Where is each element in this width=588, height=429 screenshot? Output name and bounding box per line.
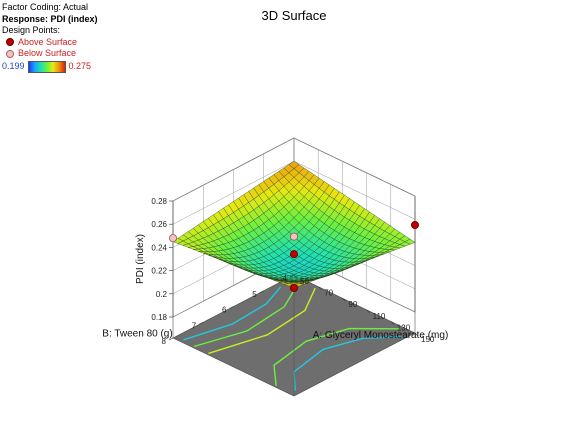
below-surface-label: Below Surface (18, 48, 77, 58)
design-points-label: Design Points: (2, 25, 61, 35)
floor-contour-2 (208, 287, 316, 355)
factor-coding-label: Factor Coding: Actual (2, 2, 89, 12)
y-tick-label-3: 7 (192, 321, 197, 330)
x-tick-mark-0 (293, 274, 298, 279)
x-tick-mark-4 (390, 321, 395, 325)
x-tick-mark-5 (414, 332, 419, 337)
y-axis-label: B: Tween 80 (g) (102, 329, 172, 340)
y-tick-mark-2 (229, 306, 234, 309)
y-tick-label-4: 8 (162, 337, 167, 346)
above-surface-label: Above Surface (18, 36, 78, 47)
x-tick-label-1: 70 (324, 289, 333, 298)
color-scale: 0.199 0.275 (2, 60, 98, 73)
floor-contour-3 (273, 327, 400, 387)
y-tick-label-1: 5 (252, 290, 257, 299)
legend: Factor Coding: Actual Response: PDI (ind… (2, 2, 98, 73)
design-point-below-0 (168, 234, 177, 243)
x-tick-label-4: 130 (397, 323, 411, 332)
color-scale-bar (27, 60, 66, 73)
response-label: Response: PDI (index) (2, 13, 98, 24)
floor-contour-4 (293, 335, 404, 391)
z-tick-label-1: 0.2 (156, 290, 168, 299)
color-scale-max: 0.275 (68, 60, 92, 71)
z-tick-label-2: 0.22 (151, 267, 167, 276)
x-tick-label-2: 90 (348, 300, 357, 309)
z-tick-label-5: 0.28 (151, 197, 167, 206)
legend-below-surface: Below Surface (6, 48, 98, 60)
x-tick-label-3: 110 (373, 312, 386, 321)
x-axis-label: A: Glyceryl Monostearate (mg) (313, 330, 449, 341)
y-tick-label-2: 6 (222, 306, 227, 315)
y-tick-mark-4 (168, 337, 174, 341)
floor-contour-1 (193, 285, 298, 348)
x-tick-mark-3 (366, 309, 370, 314)
x-tick-mark-2 (342, 297, 346, 302)
design-point-above-1 (410, 220, 419, 229)
y-tick-mark-3 (199, 321, 204, 325)
color-scale-min: 0.199 (2, 60, 25, 71)
chart-title: 3D Surface (261, 8, 327, 23)
legend-above-surface: Above Surface (6, 37, 98, 49)
x-tick-label-0: 50 (300, 277, 309, 286)
y-tick-label-0: 4 (283, 274, 288, 283)
design-point-above-3 (289, 250, 298, 259)
z-axis-label: PDI (index) (135, 234, 146, 284)
x-tick-mark-1 (317, 286, 322, 290)
z-tick-label-4: 0.26 (151, 220, 167, 229)
z-tick-label-0: 0.18 (151, 313, 167, 322)
y-tick-mark-1 (259, 290, 264, 294)
x-tick-label-5: 150 (421, 335, 435, 344)
design-point-below-4 (289, 232, 298, 241)
below-surface-marker-icon (6, 49, 14, 58)
floor-contour-0 (183, 286, 282, 341)
design-point-above-2 (289, 283, 298, 292)
above-surface-marker-icon (6, 38, 14, 47)
y-tick-mark-0 (289, 274, 295, 278)
response-surface (172, 160, 416, 289)
z-tick-label-3: 0.24 (151, 243, 167, 252)
